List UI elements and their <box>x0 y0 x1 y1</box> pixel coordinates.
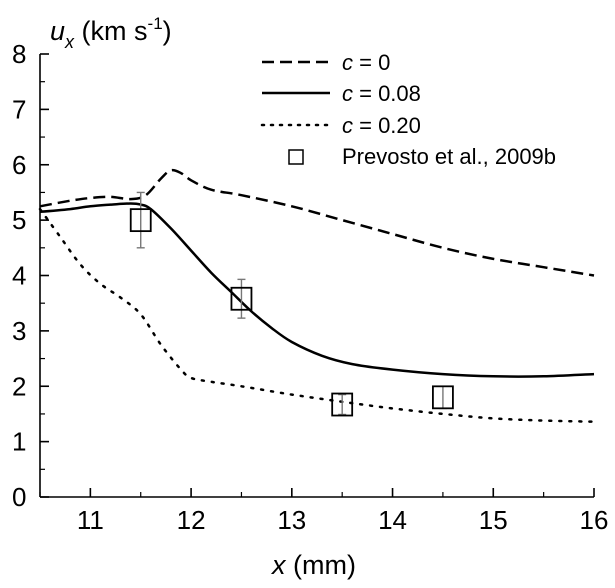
x-axis-ticks: 11 12 13 14 15 16 <box>39 488 609 535</box>
legend-label-c0: c = 0 <box>342 50 390 75</box>
x-axis-var: x <box>270 550 287 580</box>
legend-label-c020-rest: = 0.20 <box>353 113 421 138</box>
series-layer <box>38 168 596 423</box>
x-tick-label: 15 <box>479 505 508 535</box>
series-line-1 <box>39 202 595 378</box>
legend-label-c0-var: c <box>342 50 353 75</box>
y-tick-label: 1 <box>12 427 26 457</box>
legend-swatch-experiment <box>288 149 304 165</box>
data-point-square <box>129 208 152 233</box>
y-axis-var-sub: x <box>64 32 75 52</box>
series-line-2 <box>38 207 596 423</box>
legend-label-c0-rest: = 0 <box>353 50 390 75</box>
y-tick-label: 2 <box>12 371 26 401</box>
legend-label-experiment: Prevosto et al., 2009b <box>342 144 556 169</box>
y-axis-ticks: 0 1 2 3 4 5 6 7 8 <box>12 39 49 512</box>
y-tick-label: 0 <box>12 482 26 512</box>
y-tick-label: 3 <box>12 316 26 346</box>
x-tick-label: 16 <box>580 505 609 535</box>
x-axis-title: x (mm) <box>270 550 356 580</box>
data-point-square <box>331 392 354 417</box>
legend: c = 0 c = 0.08 c = 0.20 Prevosto et al.,… <box>260 50 556 169</box>
y-tick-label: 5 <box>12 205 26 235</box>
y-axis-title: ux (km s-1) <box>50 14 172 52</box>
x-tick-label: 13 <box>277 505 306 535</box>
y-tick-label: 6 <box>12 150 26 180</box>
y-tick-label: 8 <box>12 39 26 69</box>
legend-label-c020-var: c <box>342 113 353 138</box>
legend-label-c008-var: c <box>342 81 353 106</box>
series-line-0 <box>39 168 595 277</box>
y-axis-unit-pre: (km s <box>74 16 148 46</box>
x-tick-label: 11 <box>77 505 104 535</box>
y-tick-label: 7 <box>12 94 26 124</box>
data-point-square <box>432 385 454 410</box>
data-point-square <box>230 286 253 311</box>
y-axis-unit-sup: -1 <box>148 14 163 33</box>
legend-label-c008-rest: = 0.08 <box>353 81 421 106</box>
y-axis-unit-post: ) <box>163 16 172 46</box>
legend-label-c020: c = 0.20 <box>342 113 421 138</box>
x-tick-label: 14 <box>378 505 407 535</box>
x-tick-label: 12 <box>177 505 206 535</box>
legend-label-c008: c = 0.08 <box>342 81 421 106</box>
y-axis-var: u <box>50 16 65 46</box>
y-tick-label: 4 <box>12 261 26 291</box>
x-axis-unit: (mm) <box>286 550 356 580</box>
